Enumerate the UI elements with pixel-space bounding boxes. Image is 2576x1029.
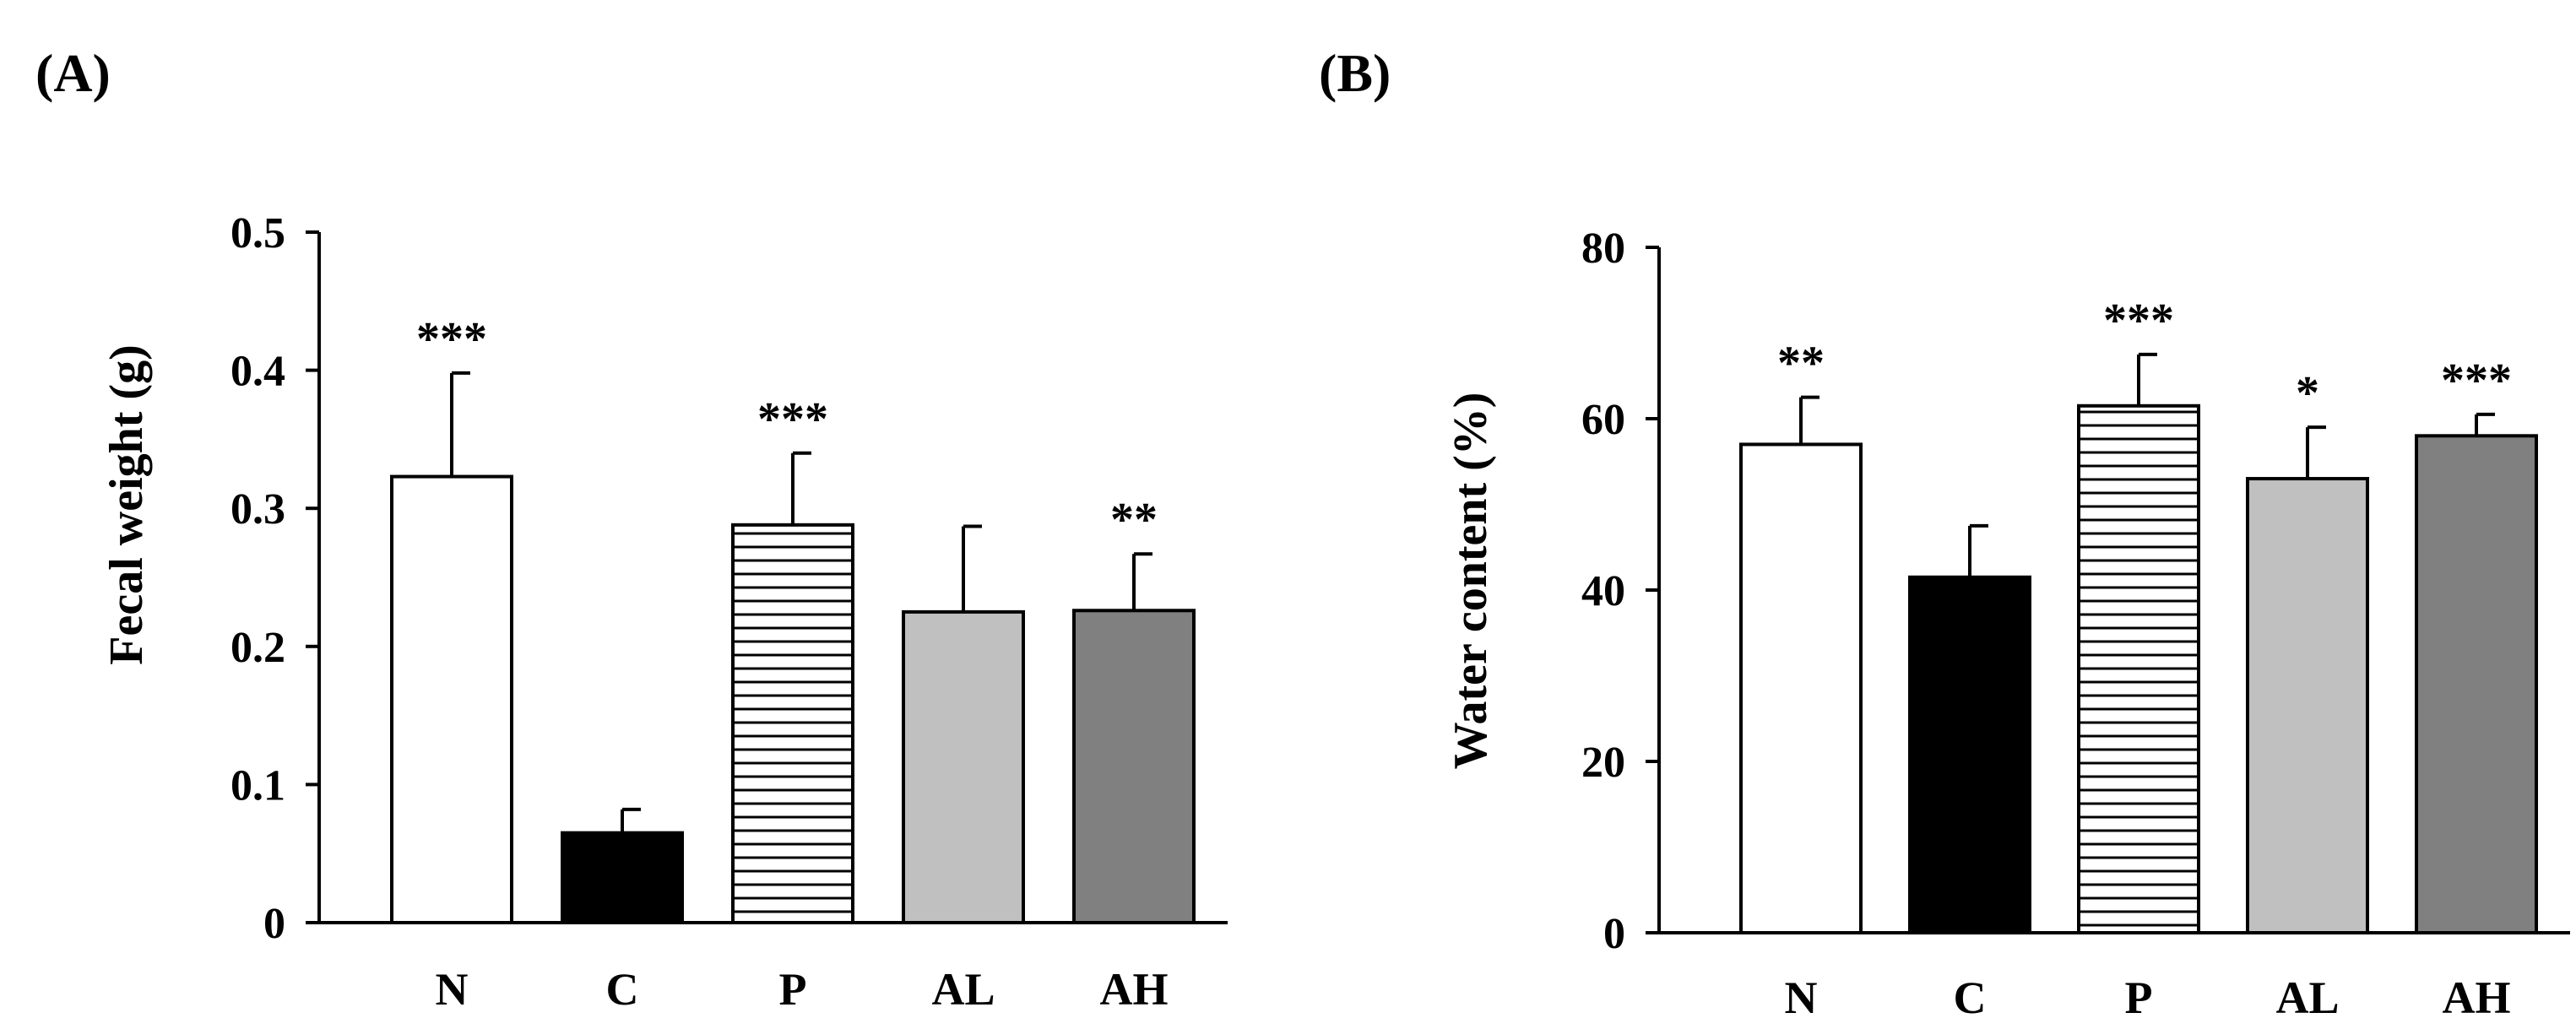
y-tick-label: 0 [263,900,285,948]
bar-al [2246,477,2369,934]
y-tick-label: 0.5 [230,209,285,257]
significance-marker: ** [1777,338,1825,390]
panel-a: (A) Fecal weight (g) 0 0.1 0.2 0.3 0.4 0.5 **… [35,43,1228,1015]
significance-marker: ** [1110,494,1158,546]
y-axis-ticks: 0 20 40 60 80 [1581,225,1659,958]
bar-n [1739,442,1863,934]
significance-marker: *** [416,313,487,366]
bar-n [390,474,513,924]
y-tick-label: 40 [1581,567,1625,615]
x-tick-label: AL [2275,972,2339,1023]
bars: ****** *** [1739,295,2538,935]
x-tick-label: P [779,964,807,1015]
significance-marker: *** [2441,355,2512,407]
x-tick-label: AL [931,964,995,1015]
significance-marker: * [2296,367,2319,420]
y-tick-label: 0 [1603,910,1625,958]
bar-ah [1072,609,1196,924]
bar-al [902,609,1025,925]
y-axis-label: Fecal weight (g) [100,344,153,664]
x-tick-label: C [606,964,639,1015]
y-tick-label: 60 [1581,396,1625,444]
x-axis-tick-labels: N C P AL AH [436,964,1169,1015]
x-tick-label: N [436,964,469,1015]
x-tick-label: C [1954,972,1987,1023]
y-tick-label: 0.4 [230,348,285,396]
x-tick-label: AH [2443,972,2511,1023]
x-axis-tick-labels: N C P AL AH [1785,972,2511,1023]
bar-ah [2415,434,2538,934]
bars: ******** [390,313,1196,925]
x-tick-label: AH [1100,964,1169,1015]
significance-marker: *** [2103,295,2174,347]
y-axis-label: Water content (%) [1445,393,1497,770]
y-tick-label: 0.2 [230,624,285,672]
bar-p [2077,403,2200,934]
bar-c [561,831,684,924]
x-tick-label: P [2125,972,2153,1023]
y-tick-label: 80 [1581,225,1625,273]
x-tick-label: N [1785,972,1818,1023]
bar-p [731,523,854,924]
y-axis-ticks: 0 0.1 0.2 0.3 0.4 0.5 [230,209,319,948]
bar-c [1908,575,2031,935]
y-tick-label: 20 [1581,739,1625,787]
panel-label: (A) [35,43,111,103]
y-tick-label: 0.3 [230,485,285,533]
y-tick-label: 0.1 [230,761,285,810]
significance-marker: *** [757,393,828,446]
panel-label: (B) [1319,43,1391,103]
